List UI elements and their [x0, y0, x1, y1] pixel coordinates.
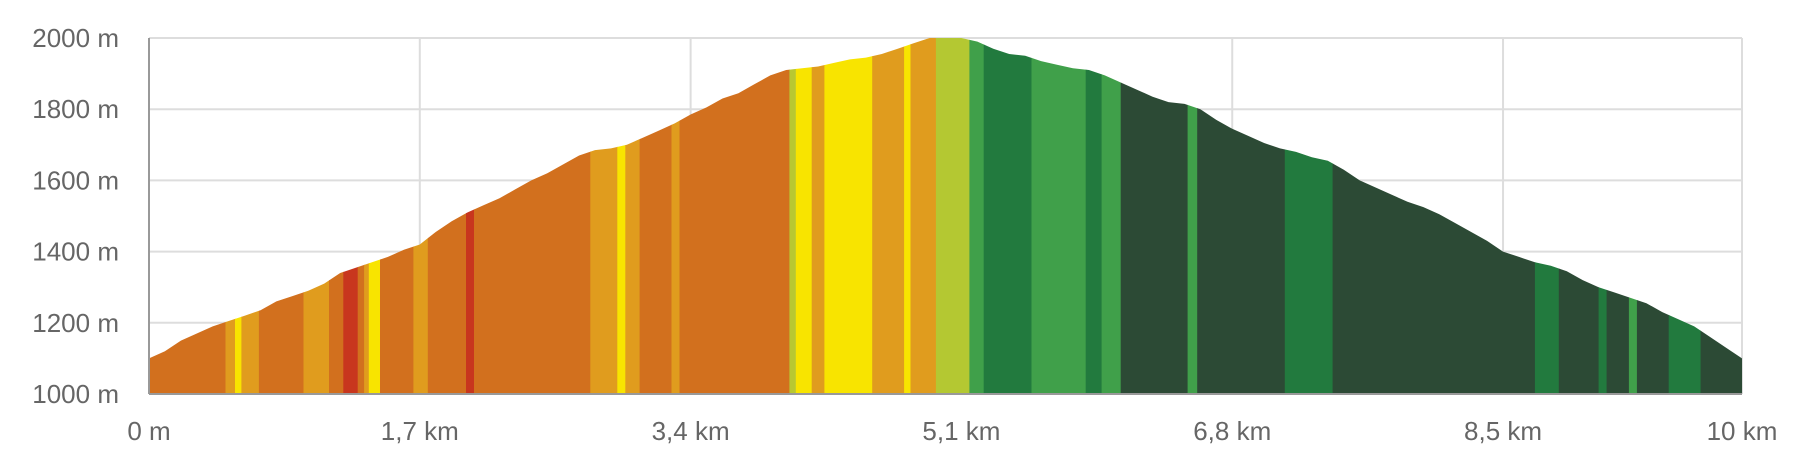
- y-tick-label: 1000 m: [32, 379, 119, 409]
- x-tick-label: 10 km: [1707, 416, 1778, 446]
- slope-segment: [1332, 38, 1536, 394]
- slope-segment: [149, 38, 227, 394]
- slope-segment: [1085, 38, 1103, 394]
- y-tick-label: 1800 m: [32, 94, 119, 124]
- x-tick-label: 3,4 km: [652, 416, 730, 446]
- slope-segment: [639, 38, 673, 394]
- x-tick-label: 6,8 km: [1193, 416, 1271, 446]
- slope-segment: [364, 38, 370, 394]
- slope-segment: [969, 38, 985, 394]
- slope-segment: [427, 38, 467, 394]
- slope-segment: [368, 38, 381, 394]
- slope-segment: [1187, 38, 1198, 394]
- slope-segment: [872, 38, 905, 394]
- slope-segment: [1598, 38, 1608, 394]
- axes: [148, 38, 1742, 395]
- slope-segment: [1636, 38, 1670, 394]
- y-tick-label: 1400 m: [32, 237, 119, 267]
- slope-segment: [625, 38, 641, 394]
- slope-segment: [1700, 38, 1742, 394]
- slope-segment: [241, 38, 260, 394]
- slope-segment: [258, 38, 305, 394]
- x-tick-label: 1,7 km: [381, 416, 459, 446]
- slope-segment: [1197, 38, 1286, 394]
- slope-segment: [1534, 38, 1560, 394]
- slope-segment: [1031, 38, 1087, 394]
- slope-segment: [824, 38, 873, 394]
- slope-segment: [329, 38, 344, 394]
- slope-segment: [235, 38, 242, 394]
- slope-segment: [617, 38, 626, 394]
- slope-segment: [343, 38, 359, 394]
- slope-segment: [1101, 38, 1122, 394]
- slope-segment: [380, 38, 415, 394]
- slope-segment: [1558, 38, 1600, 394]
- slope-segment: [789, 38, 797, 394]
- y-tick-label: 1600 m: [32, 165, 119, 195]
- slope-segment: [1120, 38, 1189, 394]
- y-axis-tick-labels: 1000 m 1200 m 1400 m 1600 m 1800 m 2000 m: [32, 23, 119, 409]
- x-tick-label: 5,1 km: [922, 416, 1000, 446]
- slope-segment: [413, 38, 429, 394]
- slope-segment: [910, 38, 937, 394]
- slope-segment: [904, 38, 912, 394]
- slope-segment: [811, 38, 825, 394]
- y-tick-label: 2000 m: [32, 23, 119, 53]
- slope-segment: [983, 38, 1033, 394]
- slope-segment: [795, 38, 813, 394]
- slope-segment: [466, 38, 475, 394]
- x-tick-label: 0 m: [127, 416, 170, 446]
- slope-segment: [474, 38, 591, 394]
- slope-segment: [1628, 38, 1638, 394]
- slope-segment: [935, 38, 970, 394]
- slope-segment: [303, 38, 330, 394]
- slope-segment: [679, 38, 790, 394]
- slope-segment: [590, 38, 618, 394]
- slope-segment: [357, 38, 365, 394]
- slope-segment: [671, 38, 681, 394]
- y-tick-label: 1200 m: [32, 308, 119, 338]
- slope-segment: [1284, 38, 1334, 394]
- slope-segment: [1606, 38, 1630, 394]
- x-axis-tick-labels: 0 m 1,7 km 3,4 km 5,1 km 6,8 km 8,5 km 10 km: [127, 416, 1777, 446]
- slope-segment: [1668, 38, 1702, 394]
- slope-segment: [225, 38, 236, 394]
- x-tick-label: 8,5 km: [1464, 416, 1542, 446]
